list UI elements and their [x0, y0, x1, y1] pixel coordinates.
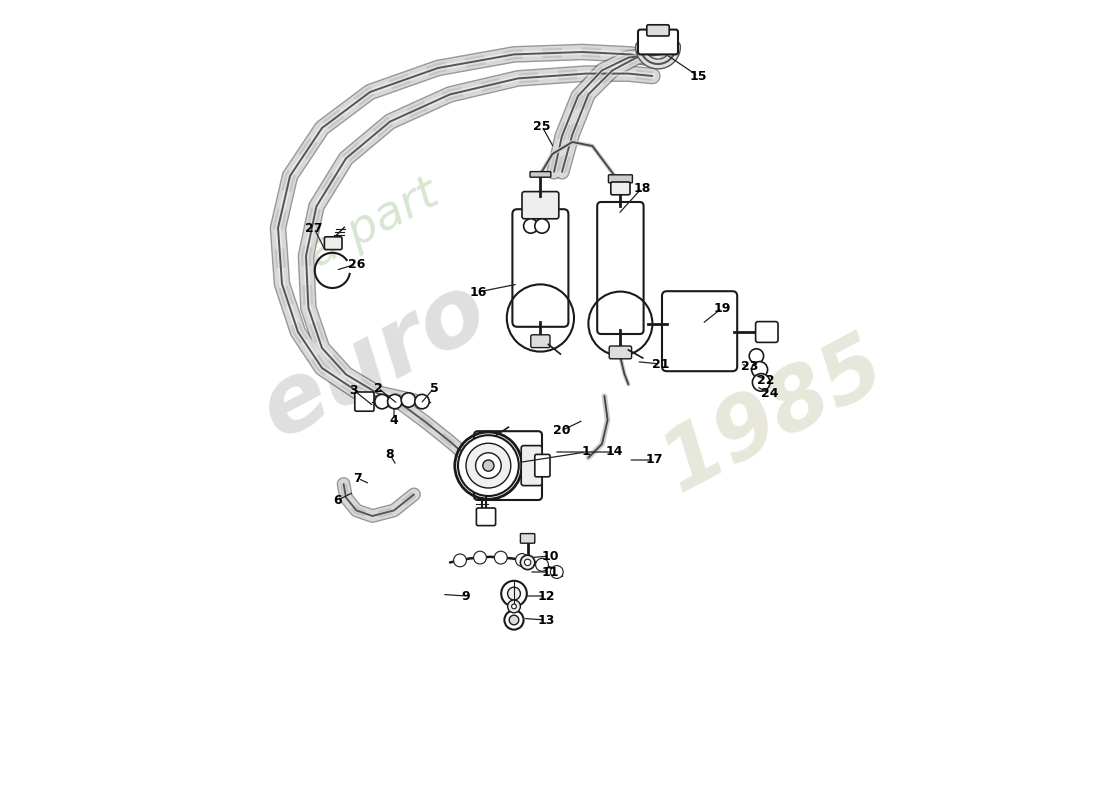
- Circle shape: [453, 554, 466, 566]
- FancyBboxPatch shape: [476, 508, 496, 526]
- Text: 16: 16: [470, 286, 486, 298]
- Circle shape: [536, 558, 549, 571]
- Circle shape: [749, 349, 763, 363]
- Circle shape: [475, 453, 502, 478]
- Text: 19: 19: [713, 302, 730, 314]
- Circle shape: [415, 394, 429, 409]
- Circle shape: [507, 587, 520, 600]
- Text: 2: 2: [374, 382, 383, 394]
- Text: 13: 13: [537, 614, 554, 626]
- Text: 6: 6: [333, 494, 342, 506]
- Text: 22: 22: [757, 374, 774, 386]
- Text: 25: 25: [534, 120, 551, 133]
- Text: 27: 27: [306, 222, 322, 234]
- Circle shape: [507, 600, 520, 613]
- Text: 14: 14: [605, 446, 623, 458]
- Circle shape: [505, 610, 524, 630]
- FancyBboxPatch shape: [597, 202, 644, 334]
- Text: 1: 1: [582, 446, 591, 458]
- Circle shape: [494, 551, 507, 564]
- FancyBboxPatch shape: [662, 291, 737, 371]
- FancyBboxPatch shape: [513, 210, 569, 326]
- Text: 8: 8: [386, 448, 394, 461]
- FancyBboxPatch shape: [531, 334, 550, 347]
- FancyBboxPatch shape: [324, 237, 342, 250]
- FancyBboxPatch shape: [355, 392, 374, 411]
- Circle shape: [474, 551, 486, 564]
- Circle shape: [520, 555, 535, 570]
- Text: 7: 7: [353, 472, 362, 485]
- Circle shape: [375, 394, 389, 409]
- Circle shape: [524, 218, 538, 234]
- Circle shape: [509, 615, 519, 625]
- FancyBboxPatch shape: [530, 172, 551, 178]
- FancyBboxPatch shape: [521, 446, 542, 486]
- FancyBboxPatch shape: [756, 322, 778, 342]
- Text: 23: 23: [741, 360, 759, 373]
- FancyBboxPatch shape: [638, 30, 678, 54]
- Circle shape: [458, 435, 519, 496]
- Text: 21: 21: [651, 358, 669, 370]
- FancyBboxPatch shape: [610, 182, 630, 194]
- Text: 18: 18: [634, 182, 651, 194]
- Circle shape: [525, 559, 531, 566]
- Text: 24: 24: [761, 387, 779, 400]
- Circle shape: [751, 362, 768, 378]
- FancyBboxPatch shape: [609, 346, 631, 359]
- Text: euro: euro: [245, 262, 503, 458]
- FancyBboxPatch shape: [474, 431, 542, 500]
- Text: 9: 9: [462, 590, 471, 602]
- Circle shape: [535, 218, 549, 234]
- FancyBboxPatch shape: [535, 454, 550, 477]
- Text: 17: 17: [646, 454, 662, 466]
- FancyBboxPatch shape: [520, 534, 535, 543]
- Circle shape: [752, 374, 770, 391]
- Circle shape: [550, 566, 563, 578]
- Text: 1985: 1985: [649, 323, 899, 509]
- FancyBboxPatch shape: [522, 192, 559, 218]
- Text: 11: 11: [541, 566, 559, 578]
- Circle shape: [502, 581, 527, 606]
- FancyBboxPatch shape: [608, 174, 632, 182]
- Text: 10: 10: [541, 550, 559, 562]
- Text: 5: 5: [430, 382, 439, 394]
- Text: 26: 26: [348, 258, 365, 270]
- Circle shape: [516, 554, 528, 566]
- Circle shape: [466, 443, 510, 488]
- Text: 3: 3: [350, 384, 359, 397]
- FancyBboxPatch shape: [647, 25, 669, 36]
- Circle shape: [483, 460, 494, 471]
- Circle shape: [512, 604, 516, 609]
- Text: 15: 15: [690, 70, 706, 82]
- Text: 20: 20: [553, 424, 571, 437]
- Circle shape: [387, 394, 402, 409]
- Text: 12: 12: [537, 590, 554, 602]
- Text: 4: 4: [389, 414, 398, 426]
- Circle shape: [402, 393, 416, 407]
- Text: a part: a part: [301, 171, 447, 277]
